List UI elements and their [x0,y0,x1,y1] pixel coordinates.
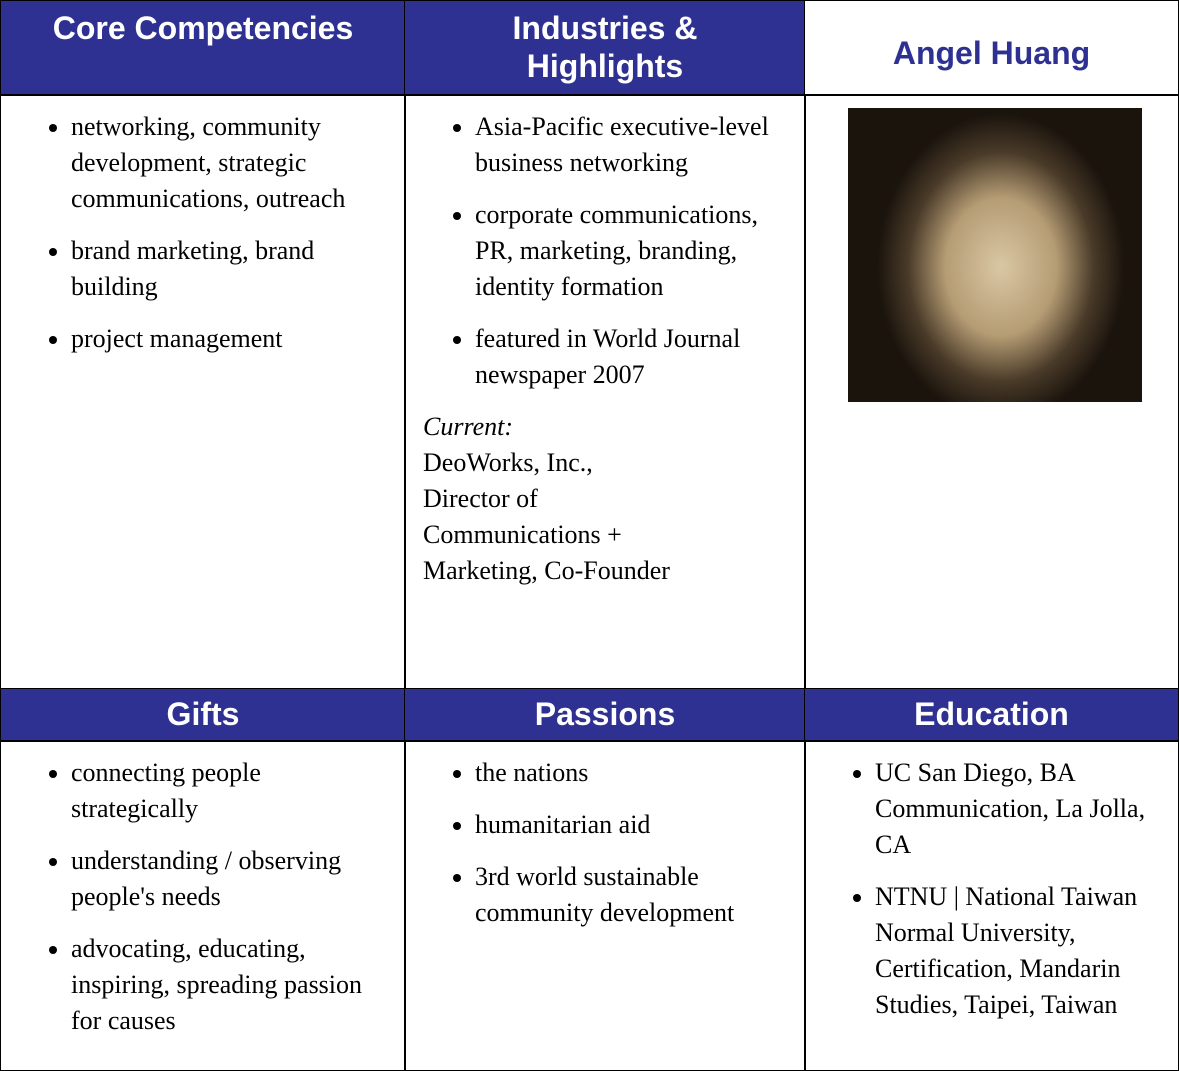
bullet-item: project management [71,321,387,357]
bullet-list: connecting people strategically understan… [1,741,405,1039]
bullet-list: networking, community development, strat… [1,95,405,357]
content-cell: the nations humanitarian aid 3rd world sus… [404,740,806,1071]
bullet-list: UC San Diego, BA Communication, La Jolla… [805,741,1178,1023]
current-block: Current: DeoWorks, Inc., Director of Commun… [405,409,805,589]
content-cell: connecting people strategically understan… [0,740,406,1071]
content-cell: networking, community development, strat… [0,94,406,690]
content-cell: Asia-Pacific executive-level business ne… [404,94,806,690]
section-title: Core Competencies [52,10,354,46]
bullet-list: Asia-Pacific executive-level business ne… [405,95,805,393]
bullet-item: brand marketing, brand building [71,233,387,305]
name-cell: Angel Huang [804,0,1179,96]
bullet-item: advocating, educating, inspiring, spread… [71,931,387,1039]
bullet-item: the nations [475,755,787,791]
bullet-item: networking, community development, strat… [71,109,387,217]
bullet-item: humanitarian aid [475,807,787,843]
header-cell: Core Competencies [0,0,406,96]
bullet-item: understanding / observing people's needs [71,843,387,915]
bullet-item: NTNU | National Taiwan Normal University… [875,879,1160,1023]
header-cell: Industries & Highlights [404,0,806,96]
photo-cell [804,94,1179,690]
content-cell: UC San Diego, BA Communication, La Jolla… [804,740,1179,1071]
current-line: Director of [423,484,538,513]
current-line: Marketing, Co-Founder [423,556,670,585]
bullet-item: 3rd world sustainable community developm… [475,859,787,931]
bullet-list: the nations humanitarian aid 3rd world sus… [405,741,805,931]
current-line: Communications + [423,520,622,549]
section-title: Passions [534,696,676,732]
current-label: Current: [423,412,514,441]
bullet-item: Asia-Pacific executive-level business ne… [475,109,787,181]
bullet-item: featured in World Journal newspaper 2007 [475,321,787,393]
current-line: DeoWorks, Inc., [423,448,593,477]
person-name: Angel Huang [892,35,1091,71]
photo [848,108,1142,402]
section-title: Gifts [166,696,240,732]
section-title: Industries & Highlights [512,10,698,84]
section-title: Education [914,696,1069,732]
bullet-item: corporate communications, PR, marketing,… [475,197,787,305]
header-cell: Passions [404,688,806,742]
bullet-item: connecting people strategically [71,755,387,827]
bullet-item: UC San Diego, BA Communication, La Jolla… [875,755,1160,863]
header-cell: Education [804,688,1179,742]
header-cell: Gifts [0,688,406,742]
